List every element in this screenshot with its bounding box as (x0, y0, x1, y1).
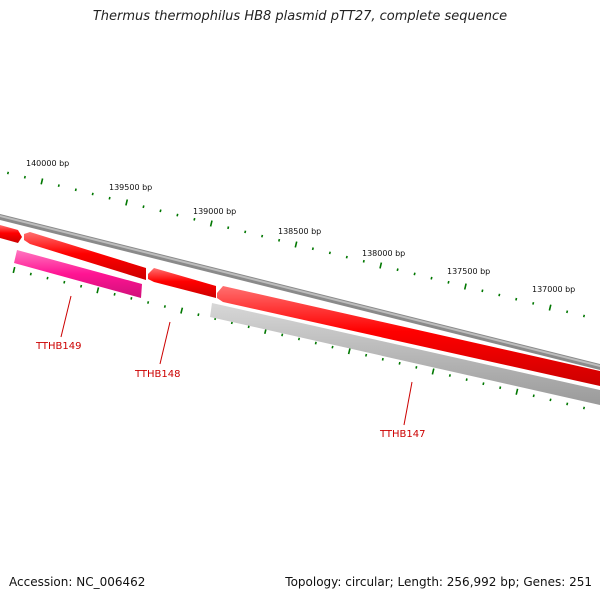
ruler-minor-tick (331, 345, 334, 349)
ruler-minor-tick (193, 217, 196, 221)
ruler-minor-tick (227, 226, 230, 230)
ruler-minor-tick (532, 302, 535, 305)
position-label: 139000 bp (193, 207, 236, 216)
ruler-minor-tick (448, 374, 451, 377)
gene-arrow-forward[interactable] (148, 268, 216, 298)
ruler-minor-tick (163, 305, 166, 308)
ruler-major-tick (515, 388, 519, 395)
ruler-minor-tick (447, 280, 450, 284)
gene-arrow-reverse[interactable] (210, 303, 600, 405)
ruler-minor-tick (499, 386, 502, 390)
sequence-info-text: Topology: circular; Length: 256,992 bp; … (285, 575, 592, 589)
ruler-minor-tick (80, 284, 83, 288)
ruler-minor-tick (29, 272, 32, 276)
ruler-minor-tick (46, 276, 49, 280)
ruler-minor-tick (247, 325, 250, 329)
ruler-minor-tick (159, 209, 162, 213)
ruler-minor-tick (362, 259, 365, 263)
ruler-major-tick (431, 368, 435, 375)
gene-arrow-forward[interactable] (24, 232, 146, 280)
ruler-major-tick (294, 241, 298, 248)
ruler-minor-tick (113, 292, 116, 296)
ruler-minor-tick (281, 333, 284, 337)
ruler-minor-tick (261, 234, 264, 238)
ruler-minor-tick (396, 268, 399, 272)
ruler-minor-tick (6, 171, 10, 175)
ruler-minor-tick (365, 353, 368, 357)
ruler-minor-tick (147, 301, 150, 304)
ruler-major-tick (125, 199, 129, 206)
ruler-minor-tick (63, 280, 66, 284)
ruler-minor-tick (328, 251, 331, 255)
ruler-major-tick (180, 307, 184, 314)
ruler-minor-tick (398, 361, 401, 365)
ruler-ticks-outer (6, 171, 586, 318)
gene-arrow-forward[interactable] (217, 286, 600, 386)
ruler-minor-tick (23, 175, 26, 179)
ruler-minor-tick (566, 310, 569, 314)
ruler-minor-tick (415, 366, 418, 369)
ruler-minor-tick (142, 205, 145, 209)
position-label: 140000 bp (26, 159, 69, 168)
gene-label-tthb148[interactable]: TTHB148 (134, 369, 181, 380)
ruler-minor-tick (582, 406, 586, 410)
ruler-minor-tick (176, 213, 179, 217)
ruler-minor-tick (413, 272, 416, 276)
ruler-minor-tick (108, 196, 111, 200)
ruler-minor-tick (278, 238, 281, 242)
ruler-major-tick (12, 266, 16, 274)
ruler-major-tick (347, 348, 351, 355)
gene-label-leader (403, 381, 413, 426)
ruler-minor-tick (465, 378, 468, 381)
ruler-major-tick (379, 262, 383, 269)
position-label: 138500 bp (278, 227, 321, 236)
ruler-minor-tick (57, 184, 60, 187)
plasmid-backbone-highlight (0, 215, 600, 367)
ruler-minor-tick (430, 276, 433, 280)
ruler-major-tick (463, 283, 467, 290)
gene-label-tthb147[interactable]: TTHB147 (379, 429, 426, 440)
ruler-minor-tick (532, 394, 535, 398)
ruler-minor-tick (314, 341, 317, 345)
ruler-minor-tick (311, 247, 314, 251)
ruler-minor-tick (482, 382, 485, 386)
ruler-minor-tick (244, 230, 247, 234)
ruler-minor-tick (91, 192, 94, 196)
position-label: 139500 bp (109, 183, 152, 192)
ruler-minor-tick (74, 188, 77, 192)
gene-arrow-reverse-highlight[interactable] (14, 250, 142, 298)
ruler-major-tick (548, 304, 552, 311)
ruler-minor-tick (582, 314, 586, 318)
ruler-minor-tick (381, 357, 384, 361)
gene-label-tthb149[interactable]: TTHB149 (35, 341, 82, 352)
gene-label-leader (159, 321, 171, 365)
ruler-minor-tick (130, 297, 133, 300)
position-label: 137000 bp (532, 285, 575, 294)
position-label: 137500 bp (447, 267, 490, 276)
ruler-minor-tick (481, 289, 484, 293)
accession-text: Accession: NC_006462 (9, 575, 146, 589)
ruler-minor-tick (549, 398, 552, 402)
ruler-minor-tick (345, 255, 348, 259)
ruler-major-tick (209, 220, 213, 227)
ruler-minor-tick (297, 337, 301, 341)
ruler-minor-tick (498, 293, 501, 297)
ruler-ticks-inner (12, 266, 586, 410)
ruler-major-tick (40, 178, 44, 185)
gene-label-leader (60, 295, 72, 338)
gene-arrow-forward[interactable] (0, 225, 22, 243)
ruler-minor-tick (566, 402, 569, 406)
ruler-minor-tick (515, 297, 518, 301)
ruler-minor-tick (197, 313, 200, 317)
ruler-major-tick (96, 287, 100, 294)
map-title: Thermus thermophilus HB8 plasmid pTT27, … (92, 9, 508, 24)
position-label: 138000 bp (362, 249, 405, 258)
